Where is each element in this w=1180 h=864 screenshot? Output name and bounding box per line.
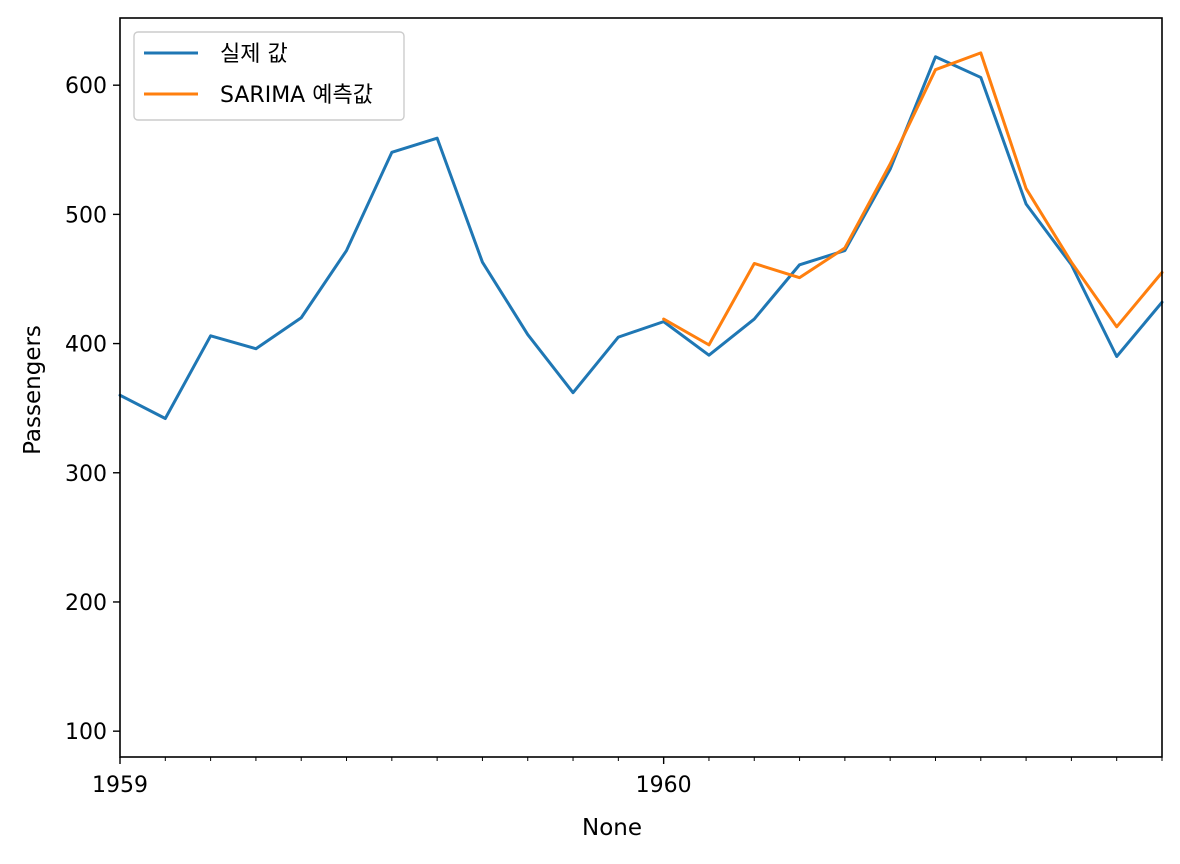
y-tick-label: 400	[65, 333, 107, 358]
y-tick-label: 200	[65, 591, 107, 616]
y-tick-label: 500	[65, 203, 107, 228]
y-tick-label: 100	[65, 720, 107, 745]
legend-label-forecast: SARIMA 예측값	[220, 83, 373, 108]
x-axis-label: None	[582, 815, 642, 841]
x-tick-label: 1959	[92, 773, 148, 798]
legend: 실제 값 SARIMA 예측값	[134, 32, 404, 120]
y-tick-label: 600	[65, 74, 107, 99]
series-line-1	[664, 53, 1162, 345]
x-tick-label: 1960	[636, 773, 692, 798]
legend-label-actual: 실제 값	[220, 42, 288, 67]
y-tick-label: 300	[65, 462, 107, 487]
y-axis-label: Passengers	[20, 325, 46, 455]
y-axis: 100 200 300 400 500 600	[65, 74, 120, 745]
x-axis: 1959 1960	[92, 757, 1162, 798]
